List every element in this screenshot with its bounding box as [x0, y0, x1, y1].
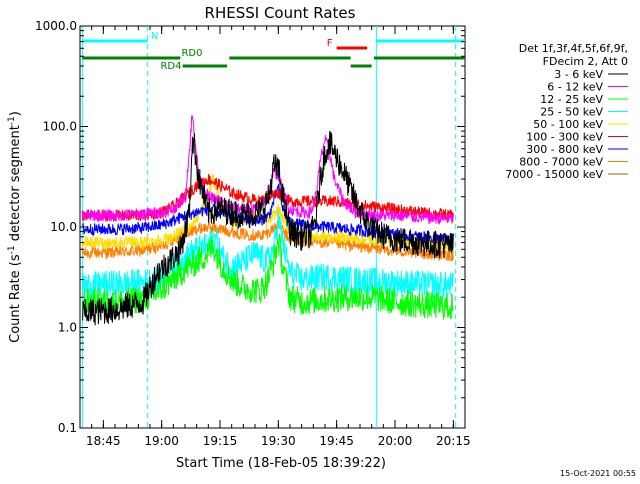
series-line-7: [81, 217, 454, 262]
series-lines: [81, 114, 454, 326]
flag-label-2: F: [327, 38, 333, 49]
x-axis-label: Start Time (18-Feb-05 18:39:22): [176, 456, 386, 471]
series-line-6: [82, 183, 454, 245]
legend-label-2: 12 - 25 keV: [540, 93, 603, 106]
y-axis-ticks: 0.1 1.0 10.0 100.0 1000.0: [35, 19, 465, 435]
y-tick-label-1: 1.0: [58, 321, 77, 335]
y-axis-label-main: Count Rate (s: [8, 254, 23, 343]
x-tick-label-3: 19:30: [261, 434, 296, 448]
y-axis-label: Count Rate (s-1 detector segment-1): [7, 111, 23, 343]
legend-label-1: 6 - 12 keV: [547, 81, 603, 94]
legend-label-6: 300 - 800 keV: [526, 143, 603, 156]
flag-label-0: N: [151, 31, 158, 42]
legend-label-5: 100 - 300 keV: [526, 131, 603, 144]
x-axis-ticks: 18:45 19:00 19:15 19:30 19:45 20:00 20:15: [86, 26, 471, 448]
chart-title: RHESSI Count Rates: [205, 4, 356, 22]
x-tick-label-1: 19:00: [144, 434, 179, 448]
y-axis-label-end: ): [8, 111, 23, 116]
y-tick-label-4: 1000.0: [35, 19, 77, 33]
x-tick-label-4: 19:45: [319, 434, 354, 448]
x-tick-label-5: 20:00: [378, 434, 413, 448]
x-tick-label-2: 19:15: [203, 434, 238, 448]
y-tick-label-2: 10.0: [50, 220, 77, 234]
y-axis-label-exp1: -1: [7, 245, 17, 254]
legend-header-line2: FDecim 2, Att 0: [543, 55, 628, 68]
x-tick-label-6: 20:15: [436, 434, 471, 448]
footer-date: 15-Oct-2021 00:55: [560, 469, 636, 478]
x-tick-label-0: 18:45: [86, 434, 121, 448]
legend-header-line1: Det 1f,3f,4f,5f,6f,9f,: [519, 42, 628, 55]
series-line-2: [81, 233, 454, 320]
legend-label-7: 800 - 7000 keV: [519, 156, 603, 169]
legend: Det 1f,3f,4f,5f,6f,9f, FDecim 2, Att 0 3…: [505, 42, 628, 181]
y-tick-label-3: 100.0: [43, 120, 77, 134]
y-axis-label-mid: detector segment: [8, 125, 23, 245]
y-axis-label-exp2: -1: [7, 116, 17, 125]
y-tick-label-0: 0.1: [58, 421, 77, 435]
flag-label-4: RD4: [160, 61, 181, 72]
flag-label-3: RD0: [181, 48, 202, 59]
legend-label-0: 3 - 6 keV: [554, 68, 603, 81]
legend-label-3: 25 - 50 keV: [540, 106, 603, 119]
legend-label-8: 7000 - 15000 keV: [505, 168, 603, 181]
series-line-0: [81, 130, 454, 326]
legend-label-4: 50 - 100 keV: [533, 118, 603, 131]
